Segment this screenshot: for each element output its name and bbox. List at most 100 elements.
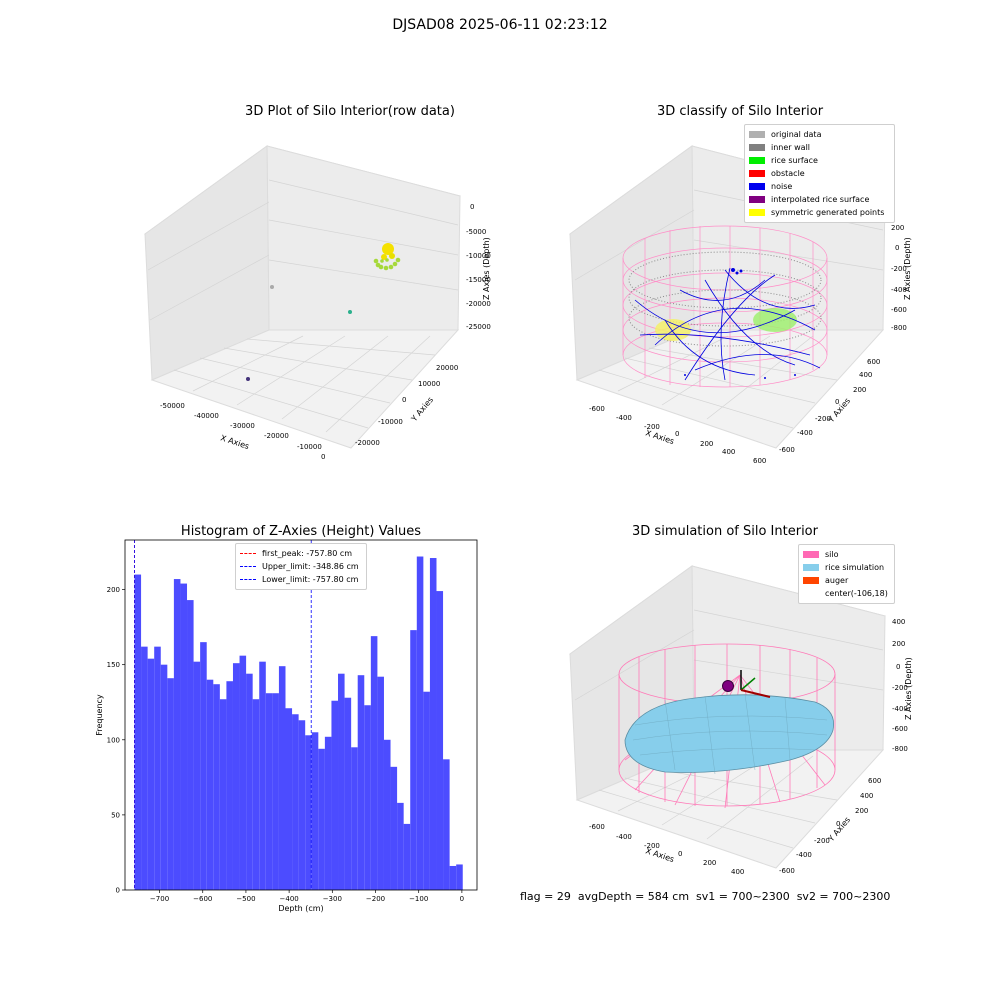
cls-x-tick: -200	[644, 423, 660, 431]
histogram-bar	[285, 708, 293, 890]
sim-plot-title: 3D simulation of Silo Interior	[632, 524, 818, 539]
legend-item: Lower_limit: -757.80 cm	[240, 573, 362, 586]
legend-swatch	[749, 131, 765, 138]
histogram-x-tick: −400	[280, 895, 299, 903]
histogram-bar	[331, 700, 339, 890]
histogram-bar	[252, 699, 260, 890]
histogram-bar	[187, 600, 194, 890]
histogram-x-tick: 0	[460, 895, 464, 903]
legend-item: symmetric generated points	[749, 206, 890, 219]
legend-item: rice simulation	[803, 561, 890, 574]
histogram-bar	[147, 658, 155, 890]
histogram-y-tick: 100	[107, 736, 120, 744]
histogram-x-tick: −700	[150, 895, 169, 903]
legend-label: auger	[825, 576, 849, 585]
histogram-x-tick: −200	[366, 895, 385, 903]
legend-swatch	[240, 579, 256, 580]
histogram-y-label: Frequency	[95, 694, 104, 736]
histogram-bar	[292, 714, 299, 890]
histogram-chart: −700 −600 −500 −400 −300 −200 −100 0 0 50 100 150 20…	[95, 539, 478, 913]
legend-label: center(-106,18)	[825, 589, 888, 598]
classify-plot-title: 3D classify of Silo Interior	[656, 104, 824, 119]
legend-label: inner wall	[771, 143, 811, 152]
histogram-bar	[338, 673, 345, 890]
sim-plot-3d: 400 200 0 -200 -400 -600 -800 -600 -400 …	[568, 565, 913, 876]
legend-label: noise	[771, 182, 793, 191]
sim-x-tick: 400	[731, 868, 744, 876]
histogram-bar	[390, 766, 398, 890]
legend-item: Upper_limit: -348.86 cm	[240, 560, 362, 573]
histogram-x-tick: −500	[236, 895, 255, 903]
legend-swatch	[749, 183, 765, 190]
cls-x-tick: 0	[675, 430, 679, 438]
legend-item: rice surface	[749, 154, 890, 167]
cls-x-tick: -400	[616, 414, 632, 422]
cls-z-tick: -600	[891, 306, 907, 314]
legend-item: center(-106,18)	[803, 587, 890, 600]
histogram-bar	[383, 739, 391, 890]
legend-item: interpolated rice surface	[749, 193, 890, 206]
histogram-bar	[344, 697, 352, 890]
histogram-bar	[232, 663, 240, 890]
legend-label: Upper_limit: -348.86 cm	[262, 562, 359, 571]
cls-z-tick: 200	[891, 224, 904, 232]
sim-x-tick: -600	[589, 823, 605, 831]
histogram-bar	[423, 691, 430, 890]
histogram-bar	[443, 759, 450, 890]
figure-suptitle: DJSAD08 2025-06-11 02:23:12	[392, 17, 608, 33]
raw-x-tick: -50000	[160, 402, 185, 410]
histogram-bar	[180, 583, 188, 890]
sim-x-tick: -400	[616, 833, 632, 841]
cls-x-tick: 600	[753, 457, 766, 465]
raw-x-tick: -10000	[297, 443, 322, 451]
legend-label: Lower_limit: -757.80 cm	[262, 575, 359, 584]
cls-z-label: Z Axies (Depth)	[903, 237, 912, 300]
sim-x-tick: 0	[678, 850, 682, 858]
raw-y-tick: -20000	[355, 439, 380, 447]
legend-item: auger	[803, 574, 890, 587]
histogram-bar	[265, 693, 273, 890]
sim-z-tick: 400	[892, 618, 905, 626]
legend-swatch	[803, 590, 819, 597]
legend-swatch	[749, 157, 765, 164]
histogram-bar	[272, 693, 279, 890]
histogram-bar	[213, 684, 220, 890]
histogram-bar	[226, 681, 233, 890]
histogram-y-tick: 0	[116, 887, 120, 895]
sim-y-tick: -400	[796, 851, 812, 859]
sim-y-tick: 200	[855, 807, 868, 815]
histogram-bar	[449, 865, 457, 890]
status-footer: flag = 29 avgDepth = 584 cm sv1 = 700~23…	[520, 890, 891, 903]
sim-y-tick: 0	[836, 820, 840, 828]
legend-item: obstacle	[749, 167, 890, 180]
histogram-legend: first_peak: -757.80 cm Upper_limit: -348…	[235, 543, 367, 590]
histogram-bar	[259, 661, 266, 890]
histogram-bar	[239, 655, 247, 890]
sim-z-tick: 200	[892, 640, 905, 648]
sim-y-tick: -600	[779, 867, 795, 875]
cls-y-tick: -200	[815, 415, 831, 423]
histogram-frame	[124, 539, 478, 891]
sim-y-tick: -200	[814, 837, 830, 845]
histogram-bar	[429, 558, 437, 890]
histogram-bar	[397, 802, 404, 890]
raw-z-tick: -10000	[466, 252, 491, 260]
legend-item: first_peak: -757.80 cm	[240, 547, 362, 560]
raw-y-tick: -10000	[378, 418, 403, 426]
histogram-bar	[200, 642, 207, 890]
legend-swatch	[240, 566, 256, 567]
legend-swatch	[803, 564, 819, 571]
sim-legend: silo rice simulation auger center(-106,1…	[798, 544, 895, 604]
legend-label: silo	[825, 550, 839, 559]
raw-z-label: Z Axies (Depth)	[482, 237, 491, 300]
histogram-bar	[246, 673, 253, 890]
raw-y-tick: 0	[402, 396, 406, 404]
raw-y-tick: 10000	[418, 380, 440, 388]
cls-y-tick: 0	[835, 398, 839, 406]
raw-z-tick: -5000	[466, 228, 486, 236]
legend-swatch	[749, 144, 765, 151]
cls-y-tick: 200	[853, 386, 866, 394]
cls-z-tick: 0	[895, 244, 899, 252]
histogram-bar	[219, 699, 227, 890]
sim-x-tick: 200	[703, 859, 716, 867]
